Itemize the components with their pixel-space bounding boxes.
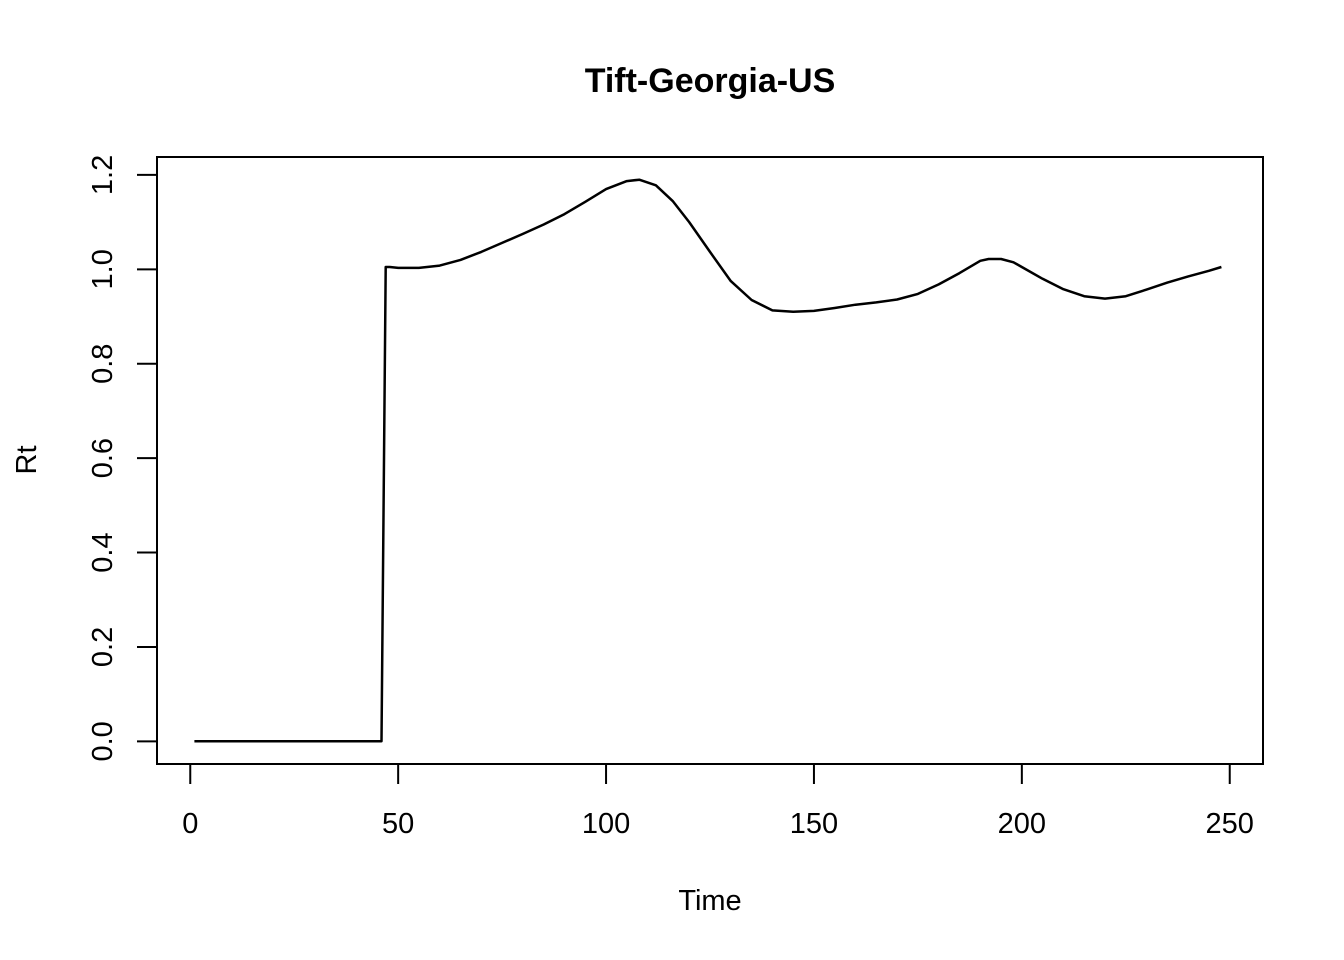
x-axis: 0 50 100 150 200 250	[182, 764, 1254, 840]
y-axis-label: Rt	[11, 446, 43, 475]
y-tick-label: 1.0	[87, 249, 119, 289]
y-tick-label: 0.4	[87, 532, 119, 572]
x-tick-label: 50	[382, 808, 414, 840]
x-axis-label: Time	[678, 885, 741, 917]
x-tick-label: 0	[182, 808, 198, 840]
x-tick-label: 150	[790, 808, 838, 840]
x-tick-label: 250	[1206, 808, 1254, 840]
y-tick-label: 1.2	[87, 155, 119, 195]
y-tick-label: 0.8	[87, 344, 119, 384]
plot-frame	[157, 157, 1263, 764]
x-tick-label: 200	[998, 808, 1046, 840]
y-tick-label: 0.2	[87, 627, 119, 667]
series-line	[194, 180, 1221, 742]
chart-title: Tift-Georgia-US	[585, 62, 836, 100]
y-tick-label: 0.0	[87, 721, 119, 761]
series-layer	[194, 180, 1221, 742]
y-axis: 0.0 0.2 0.4 0.6 0.8 1.0 1.2	[87, 155, 157, 762]
y-tick-label: 0.6	[87, 438, 119, 478]
x-tick-label: 100	[582, 808, 630, 840]
